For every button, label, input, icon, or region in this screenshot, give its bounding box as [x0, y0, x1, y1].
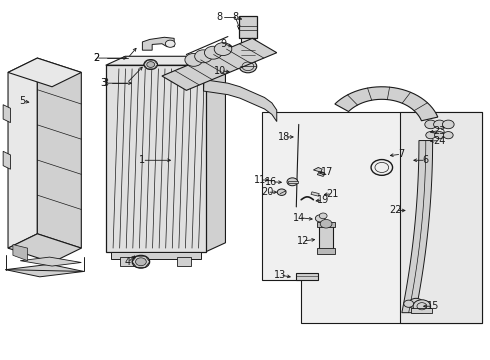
Circle shape [204, 46, 222, 59]
Polygon shape [143, 37, 174, 50]
Text: 12: 12 [296, 236, 309, 246]
Polygon shape [206, 56, 225, 252]
Text: 20: 20 [261, 187, 273, 197]
Circle shape [319, 213, 327, 219]
Circle shape [435, 132, 444, 139]
Polygon shape [5, 264, 84, 277]
Polygon shape [37, 58, 81, 248]
Bar [121, 257, 135, 266]
Circle shape [147, 62, 155, 67]
Text: 6: 6 [423, 155, 429, 165]
Text: 14: 14 [293, 213, 305, 222]
Circle shape [413, 300, 431, 313]
Circle shape [409, 298, 423, 309]
Text: 4: 4 [124, 257, 131, 267]
Bar [111, 252, 201, 259]
Circle shape [136, 258, 147, 266]
Text: 16: 16 [265, 177, 277, 187]
Polygon shape [262, 112, 482, 323]
Text: 24: 24 [433, 136, 445, 145]
Polygon shape [8, 58, 37, 248]
Text: 2: 2 [93, 53, 99, 63]
Circle shape [425, 120, 437, 129]
Polygon shape [288, 181, 298, 183]
Circle shape [144, 59, 158, 69]
Text: 15: 15 [427, 301, 440, 311]
Circle shape [132, 255, 150, 268]
Polygon shape [203, 80, 277, 122]
Bar [318, 222, 335, 226]
Polygon shape [8, 58, 81, 87]
Text: 22: 22 [389, 206, 402, 216]
Polygon shape [314, 167, 322, 172]
Bar [318, 248, 335, 253]
Circle shape [214, 42, 232, 55]
Polygon shape [335, 87, 438, 121]
Text: 5: 5 [20, 96, 26, 106]
Circle shape [434, 120, 445, 129]
Circle shape [320, 220, 332, 228]
Circle shape [287, 178, 298, 186]
Polygon shape [13, 244, 27, 261]
Circle shape [239, 60, 257, 73]
Bar [411, 308, 432, 313]
Polygon shape [20, 257, 81, 266]
Polygon shape [3, 105, 10, 123]
Bar [319, 224, 333, 252]
Circle shape [316, 215, 325, 222]
Text: 21: 21 [326, 189, 338, 199]
Text: 7: 7 [398, 149, 404, 159]
Text: 3: 3 [103, 78, 109, 88]
Text: 23: 23 [433, 126, 445, 135]
Polygon shape [8, 234, 81, 262]
Polygon shape [402, 140, 433, 313]
Circle shape [185, 53, 202, 66]
Text: 8: 8 [217, 12, 222, 22]
Circle shape [442, 120, 454, 129]
Text: 13: 13 [274, 270, 286, 280]
Bar [241, 39, 255, 60]
Circle shape [195, 50, 212, 63]
Circle shape [165, 40, 175, 47]
Bar [296, 273, 318, 280]
Text: 18: 18 [278, 132, 290, 142]
Text: 19: 19 [317, 195, 329, 205]
Polygon shape [311, 192, 319, 196]
Circle shape [277, 189, 286, 195]
Bar [106, 65, 206, 252]
Circle shape [404, 300, 414, 307]
Polygon shape [162, 39, 277, 90]
Text: 11: 11 [253, 175, 266, 185]
Text: 9: 9 [220, 39, 226, 49]
Polygon shape [106, 56, 225, 65]
Circle shape [443, 132, 453, 139]
Bar [400, 112, 482, 323]
Polygon shape [318, 172, 325, 176]
Text: 3: 3 [100, 78, 106, 88]
Text: 2: 2 [93, 53, 99, 63]
Text: 8: 8 [232, 12, 238, 22]
Text: 17: 17 [321, 167, 333, 177]
Polygon shape [3, 151, 10, 169]
Bar [176, 257, 191, 266]
Circle shape [426, 132, 436, 139]
Text: 1: 1 [139, 155, 146, 165]
Text: 10: 10 [215, 66, 227, 76]
Bar [239, 16, 257, 39]
